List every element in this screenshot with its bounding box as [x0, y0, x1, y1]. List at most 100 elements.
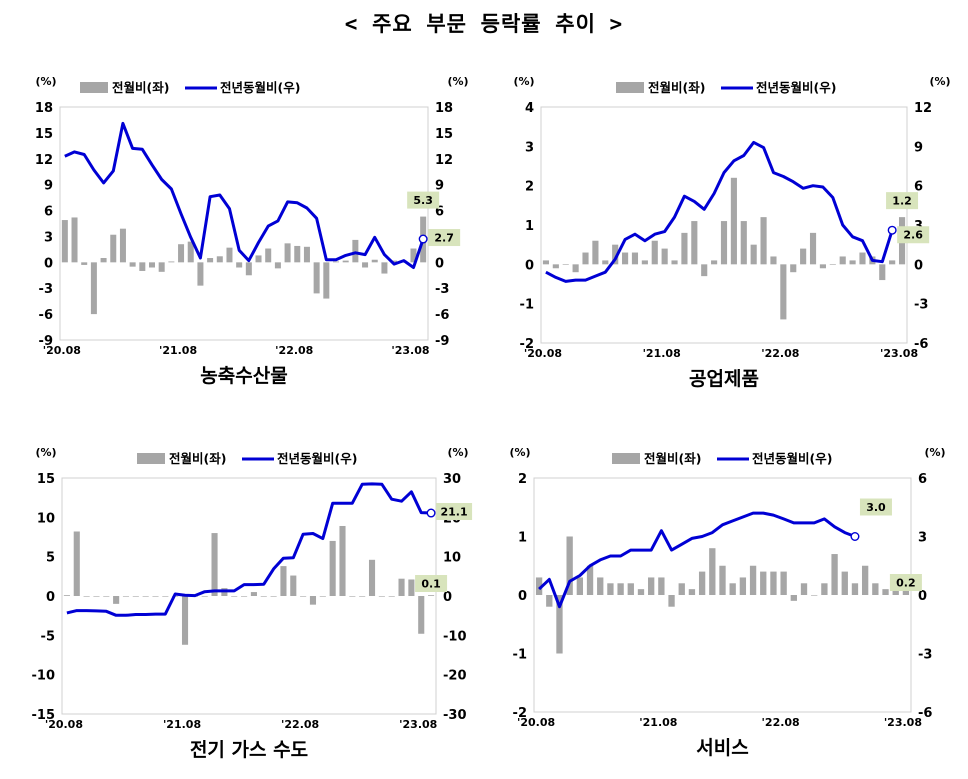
bar-mom [800, 583, 808, 595]
bar-mom [388, 596, 395, 597]
bar-mom [821, 583, 828, 595]
y-left-tick: -9 [39, 334, 53, 349]
bar-mom [719, 565, 726, 595]
bar-mom [61, 220, 68, 263]
bar-mom [729, 583, 736, 595]
data-label-bar: 1.2 [892, 195, 912, 208]
bar-mom [819, 264, 826, 269]
bar-mom [418, 596, 425, 634]
y-left-tick: 0 [44, 256, 53, 271]
y-left-tick: 0 [518, 589, 527, 604]
bar-mom [542, 260, 550, 265]
y-right-tick: 0 [443, 590, 452, 605]
y-left-tick: -2 [520, 337, 534, 352]
bar-mom [572, 264, 579, 273]
x-tick-label: '23.08 [880, 347, 918, 360]
y-right-tick: 10 [443, 551, 461, 566]
plot-frame [61, 477, 437, 715]
y-left-tick: 2 [518, 472, 527, 487]
bar-mom [90, 262, 97, 315]
bar-mom [260, 596, 267, 597]
y-left-tick: -1 [520, 298, 534, 313]
bar-mom [303, 246, 310, 263]
data-label-line-bg [436, 503, 473, 521]
bar-mom [648, 577, 655, 595]
plot-frame [540, 106, 908, 344]
bar-mom [245, 262, 252, 276]
y-left-tick: -2 [513, 706, 527, 721]
bar-mom [671, 260, 678, 265]
bar-mom [637, 589, 645, 595]
bar-mom [294, 245, 301, 263]
data-label-line-bg [428, 229, 461, 247]
bar-mom [339, 525, 346, 596]
bar-mom [760, 571, 767, 595]
bar-mom [651, 240, 658, 265]
y-left-tick: 18 [35, 101, 53, 116]
legend-bar-swatch [80, 82, 108, 93]
bar-mom [556, 595, 563, 654]
bar-mom [368, 559, 376, 596]
x-tick-label: '23.08 [391, 344, 429, 357]
y-right-tick: 9 [435, 179, 444, 194]
data-label-bar: 0.1 [421, 578, 441, 591]
bar-mom [879, 264, 886, 281]
y-right-tick: 6 [914, 180, 923, 195]
y-right-tick: 3 [918, 531, 927, 546]
y-left-tick: 5 [46, 551, 55, 566]
y-left-tick: 12 [35, 153, 53, 168]
bar-mom [546, 595, 553, 607]
bar-mom [207, 258, 214, 263]
bar-mom [701, 264, 708, 277]
y-right-tick: -3 [918, 648, 932, 663]
y-left-tick: 9 [44, 179, 53, 194]
y-right-tick: -3 [914, 298, 928, 313]
bar-mom [100, 258, 107, 263]
y-left-tick: -5 [41, 629, 55, 644]
bar-mom [780, 264, 787, 320]
bar-mom [739, 577, 747, 595]
bar-mom [612, 244, 619, 265]
bar-mom [83, 596, 90, 597]
y-left-tick: 4 [525, 101, 534, 116]
bar-mom [861, 565, 869, 595]
bar-mom [698, 571, 706, 595]
bar-mom [391, 260, 398, 263]
bar-mom [250, 592, 257, 596]
bar-mom [597, 577, 604, 595]
bar-mom [607, 583, 614, 595]
y-left-tick: 10 [37, 511, 55, 526]
bar-mom [709, 548, 716, 595]
y-right-tick: -3 [435, 282, 449, 297]
bar-mom [586, 565, 594, 595]
x-tick-label: '22.08 [762, 716, 800, 729]
chart-services: (%) (%) 전월비(좌) 전년동월비(우) -2 -1 0 1 2 -6 -3 0 3 6 '20.08… [509, 446, 945, 759]
legend-line-label: 전년동월비(우) [277, 451, 357, 466]
x-tick-label: '20.08 [517, 716, 555, 729]
x-tick-label: '20.08 [524, 347, 562, 360]
y-left-unit: (%) [513, 75, 534, 88]
y-left-tick: 3 [525, 140, 534, 155]
line-yoy [545, 140, 894, 283]
legend-bar-swatch [616, 82, 644, 93]
bar-mom [158, 262, 165, 272]
bar-mom [552, 264, 559, 269]
bar-mom [681, 232, 688, 265]
y-left-unit: (%) [509, 446, 530, 459]
panel-title: 전기 가스 수도 [190, 739, 308, 761]
bar-mom [63, 595, 70, 596]
chart-agri: (%) (%) 전월비(좌) 전년동월비(우) -9 -6 -3 0 3 6 9 12 15 18 -9 -6… [35, 75, 469, 387]
bar-mom [142, 596, 149, 597]
data-label-bar: 5.3 [413, 194, 433, 207]
bar-mom [216, 256, 223, 263]
bar-mom [851, 583, 859, 595]
bar-mom [280, 566, 287, 596]
bar-mom [313, 262, 320, 294]
y-right-tick: -6 [435, 308, 449, 323]
bar-mom [178, 244, 185, 263]
bar-mom [201, 596, 208, 597]
y-left-tick: 1 [518, 531, 527, 546]
panel-title: 공업제품 [689, 368, 759, 390]
bar-mom [750, 244, 757, 265]
y-left-tick: 15 [37, 472, 55, 487]
